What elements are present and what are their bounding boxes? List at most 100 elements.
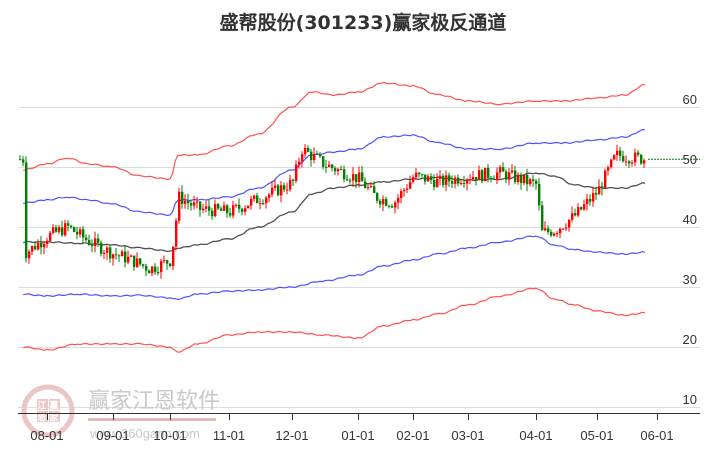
candle-up xyxy=(136,258,139,267)
candle-down xyxy=(292,179,295,181)
candle-up xyxy=(568,219,571,228)
candle-up xyxy=(130,255,133,257)
candle-up xyxy=(298,161,301,165)
candle-down xyxy=(100,242,103,254)
candle-up xyxy=(304,147,307,155)
candle-up xyxy=(265,197,268,204)
candle-up xyxy=(517,174,520,183)
candle-down xyxy=(229,213,232,216)
candle-up xyxy=(352,174,355,181)
candle-up xyxy=(313,153,316,161)
candle-up xyxy=(214,204,217,217)
candle-down xyxy=(319,154,322,157)
candle-up xyxy=(382,199,385,205)
candle-down xyxy=(133,255,136,267)
candle-up xyxy=(196,201,199,203)
x-tick-label: 11-01 xyxy=(213,428,245,443)
candle-up xyxy=(193,202,196,206)
candle-up xyxy=(634,152,637,163)
candle-down xyxy=(442,175,445,185)
candle-down xyxy=(325,166,328,168)
candle-down xyxy=(331,164,334,168)
candle-up xyxy=(31,246,34,252)
candle-up xyxy=(370,186,373,188)
candle-up xyxy=(43,244,46,248)
candle-up xyxy=(52,227,55,233)
candle-down xyxy=(457,177,460,184)
x-tick-label: 01-01 xyxy=(341,428,374,443)
candle-up xyxy=(163,260,166,262)
candle-down xyxy=(550,231,553,236)
candle-down xyxy=(55,227,58,232)
candle-down xyxy=(277,185,280,196)
axes xyxy=(18,413,700,420)
candle-up xyxy=(460,183,463,185)
candle-up xyxy=(616,150,619,156)
candle-down xyxy=(355,174,358,183)
candle-up xyxy=(592,193,595,202)
candle-down xyxy=(343,169,346,180)
candle-down xyxy=(418,172,421,175)
candle-up xyxy=(406,188,409,190)
candle-down xyxy=(628,161,631,164)
candle-down xyxy=(220,208,223,211)
x-tick-label: 09-01 xyxy=(96,428,129,443)
candle-up xyxy=(469,179,472,181)
candle-up xyxy=(436,178,439,188)
candle-down xyxy=(109,247,112,259)
candle-down xyxy=(433,180,436,188)
candle-up xyxy=(232,205,235,216)
candle-down xyxy=(157,272,160,274)
x-tick-label: 06-01 xyxy=(640,428,673,443)
candle-up xyxy=(253,195,256,199)
y-tick-label: 20 xyxy=(683,332,697,347)
candle-down xyxy=(475,176,478,181)
candle-up xyxy=(184,200,187,204)
candle-down xyxy=(430,176,433,181)
candle-down xyxy=(208,206,211,211)
x-tick-label: 04-01 xyxy=(519,428,552,443)
candle-up xyxy=(484,167,487,182)
watermark: 江 赢 恩 家 赢家江恩软件 www.360gann.com xyxy=(21,384,220,441)
candle-down xyxy=(619,150,622,156)
candle-down xyxy=(238,204,241,209)
candle-down xyxy=(514,170,517,183)
candle-up xyxy=(544,228,547,231)
candle-up xyxy=(49,232,52,241)
candle-up xyxy=(625,161,628,163)
upper-inner-band-line xyxy=(23,128,646,217)
candle-up xyxy=(367,187,370,189)
candle-up xyxy=(439,175,442,179)
y-tick-label: 40 xyxy=(683,212,697,227)
candle-down xyxy=(148,270,151,274)
watermark-url: www.360gann.com xyxy=(89,426,200,441)
candle-down xyxy=(190,203,193,206)
candle-up xyxy=(235,204,238,206)
candle-up xyxy=(400,191,403,198)
candle-down xyxy=(640,154,643,164)
gridlines xyxy=(18,107,700,408)
candle-down xyxy=(211,210,214,217)
y-tick-label: 50 xyxy=(683,152,697,167)
candle-up xyxy=(151,266,154,274)
candle-down xyxy=(91,244,94,247)
candle-down xyxy=(574,213,577,216)
candle-up xyxy=(613,155,616,160)
candle-down xyxy=(622,155,625,162)
candle-down xyxy=(40,242,43,248)
candle-up xyxy=(172,246,175,266)
candle-up xyxy=(607,167,610,171)
candle-down xyxy=(73,227,76,232)
candle-down xyxy=(541,205,544,231)
candle-down xyxy=(115,254,118,256)
candle-down xyxy=(70,225,73,228)
candle-down xyxy=(463,183,466,185)
candle-up xyxy=(37,242,40,250)
candle-up xyxy=(160,261,163,273)
watermark-seal-icon: 江 赢 恩 家 xyxy=(21,384,75,438)
candle-up xyxy=(271,187,274,195)
candle-up xyxy=(247,205,250,209)
candle-down xyxy=(364,181,367,189)
candle-down xyxy=(361,172,364,182)
candle-up xyxy=(358,172,361,183)
